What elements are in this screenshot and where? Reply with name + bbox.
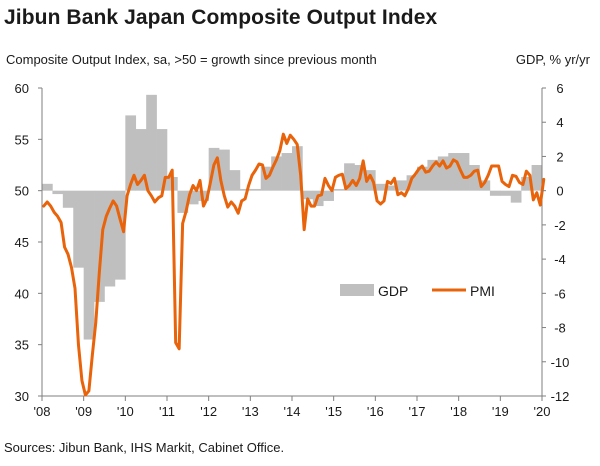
gdp-bar-2014Q2 [302, 190, 314, 200]
x-tick-label: '19 [492, 404, 509, 419]
gdp-bar-2013Q1 [250, 188, 262, 191]
left-tick-label: 55 [15, 132, 29, 147]
gdp-bar-2019Q3 [521, 176, 532, 191]
x-tick-label: '13 [242, 404, 259, 419]
gdp-bar-2010Q2 [135, 129, 147, 191]
right-tick-label: -8 [554, 321, 566, 336]
right-tick-label: -12 [551, 389, 570, 404]
x-tick-label: '16 [367, 404, 384, 419]
right-tick-label: 6 [556, 81, 563, 96]
left-tick-label: 40 [15, 286, 29, 301]
left-tick-label: 35 [15, 338, 29, 353]
right-axis-ticks: -12 -10 -8 -6 -4 -2 0 2 4 6 [542, 81, 569, 404]
gdp-bar-2019Q1 [500, 190, 512, 196]
legend-pmi-label: PMI [470, 283, 495, 299]
gdp-bar-2011Q3 [187, 190, 199, 205]
gdp-bar-2011Q4 [198, 190, 209, 201]
chart-title: Jibun Bank Japan Composite Output Index [4, 6, 438, 29]
gdp-bar-2013Q4 [281, 153, 293, 191]
gdp-bar-2012Q3 [229, 170, 241, 191]
gdp-bar-2011Q2 [177, 190, 189, 213]
gdp-bar-2010Q4 [156, 129, 168, 191]
pmi-line [42, 132, 546, 397]
x-tick-label: '15 [325, 404, 342, 419]
gdp-bar-2017Q2 [427, 159, 439, 191]
gdp-bar-2018Q2 [469, 165, 480, 191]
gdp-bar-2010Q3 [146, 94, 157, 191]
x-tick-label: '10 [117, 404, 134, 419]
x-tick-label: '20 [534, 404, 551, 419]
gdp-bar-2010Q1 [125, 115, 137, 191]
gdp-bar-2009Q2 [94, 190, 105, 302]
right-tick-label: 2 [556, 149, 563, 164]
x-tick-label: '09 [75, 404, 92, 419]
left-tick-label: 50 [15, 184, 29, 199]
gdp-bar-2019Q4 [531, 165, 543, 191]
x-tick-label: '18 [450, 404, 467, 419]
left-axis-ticks: 30 35 40 45 50 55 60 [15, 81, 42, 404]
right-tick-label: -2 [554, 218, 566, 233]
source-note: Sources: Jibun Bank, IHS Markit, Cabinet… [4, 440, 285, 455]
gdp-bar-2009Q1 [83, 190, 95, 340]
right-tick-label: 4 [556, 115, 563, 130]
right-tick-label: 0 [556, 184, 563, 199]
left-tick-label: 60 [15, 81, 29, 96]
gdp-bar-2015Q1 [333, 188, 345, 191]
gdp-bar-2018Q4 [489, 190, 501, 196]
left-tick-label: 30 [15, 389, 29, 404]
gdp-bar-2018Q3 [479, 180, 491, 191]
gdp-bar-2012Q4 [239, 188, 251, 191]
x-tick-label: '08 [34, 404, 51, 419]
gdp-bar-2015Q4 [364, 170, 376, 191]
legend-gdp-swatch [340, 284, 374, 296]
x-axis-ticks: '08 '09 '10 '11 '12 '13 '14 '15 '16 '17 '18 '19 '20 [34, 396, 551, 419]
x-tick-label: '11 [159, 404, 175, 419]
gdp-bar-2008Q2 [52, 190, 64, 195]
left-tick-label: 45 [15, 235, 29, 250]
gdp-bar-2016Q4 [406, 175, 418, 191]
gdp-bar-2014Q4 [323, 190, 334, 201]
left-axis-caption: Composite Output Index, sa, >50 = growth… [6, 52, 377, 67]
legend: GDP PMI [340, 283, 495, 299]
x-tick-label: '17 [409, 404, 426, 419]
gdp-bar-2017Q3 [437, 156, 449, 191]
gdp-bar-2018Q1 [458, 153, 470, 191]
gdp-bar-2009Q3 [104, 190, 116, 287]
x-tick-label: '14 [284, 404, 301, 419]
gdp-bar-2013Q3 [271, 156, 282, 191]
x-tick-label: '12 [200, 404, 217, 419]
gdp-bars [42, 94, 543, 340]
gdp-bar-2016Q1 [375, 183, 387, 191]
gdp-bar-2016Q2 [385, 185, 397, 191]
gdp-bar-2008Q3 [62, 190, 74, 208]
legend-gdp-label: GDP [378, 283, 408, 299]
gdp-bar-2014Q1 [292, 146, 303, 191]
right-tick-label: -6 [554, 286, 566, 301]
gdp-bar-2008Q4 [73, 190, 84, 268]
gdp-bar-2017Q4 [448, 153, 459, 191]
gdp-bar-2019Q2 [510, 190, 522, 203]
gdp-bar-2009Q4 [114, 190, 126, 280]
gdp-bar-2015Q2 [344, 163, 355, 191]
gdp-bar-2012Q2 [219, 149, 230, 191]
right-tick-label: -10 [551, 355, 570, 370]
gdp-bar-2008Q1 [42, 183, 53, 191]
gdp-bar-2017Q1 [417, 166, 428, 191]
right-tick-label: -4 [554, 252, 566, 267]
gdp-bar-2016Q3 [396, 180, 407, 191]
right-axis-caption: GDP, % yr/yr [515, 52, 590, 67]
